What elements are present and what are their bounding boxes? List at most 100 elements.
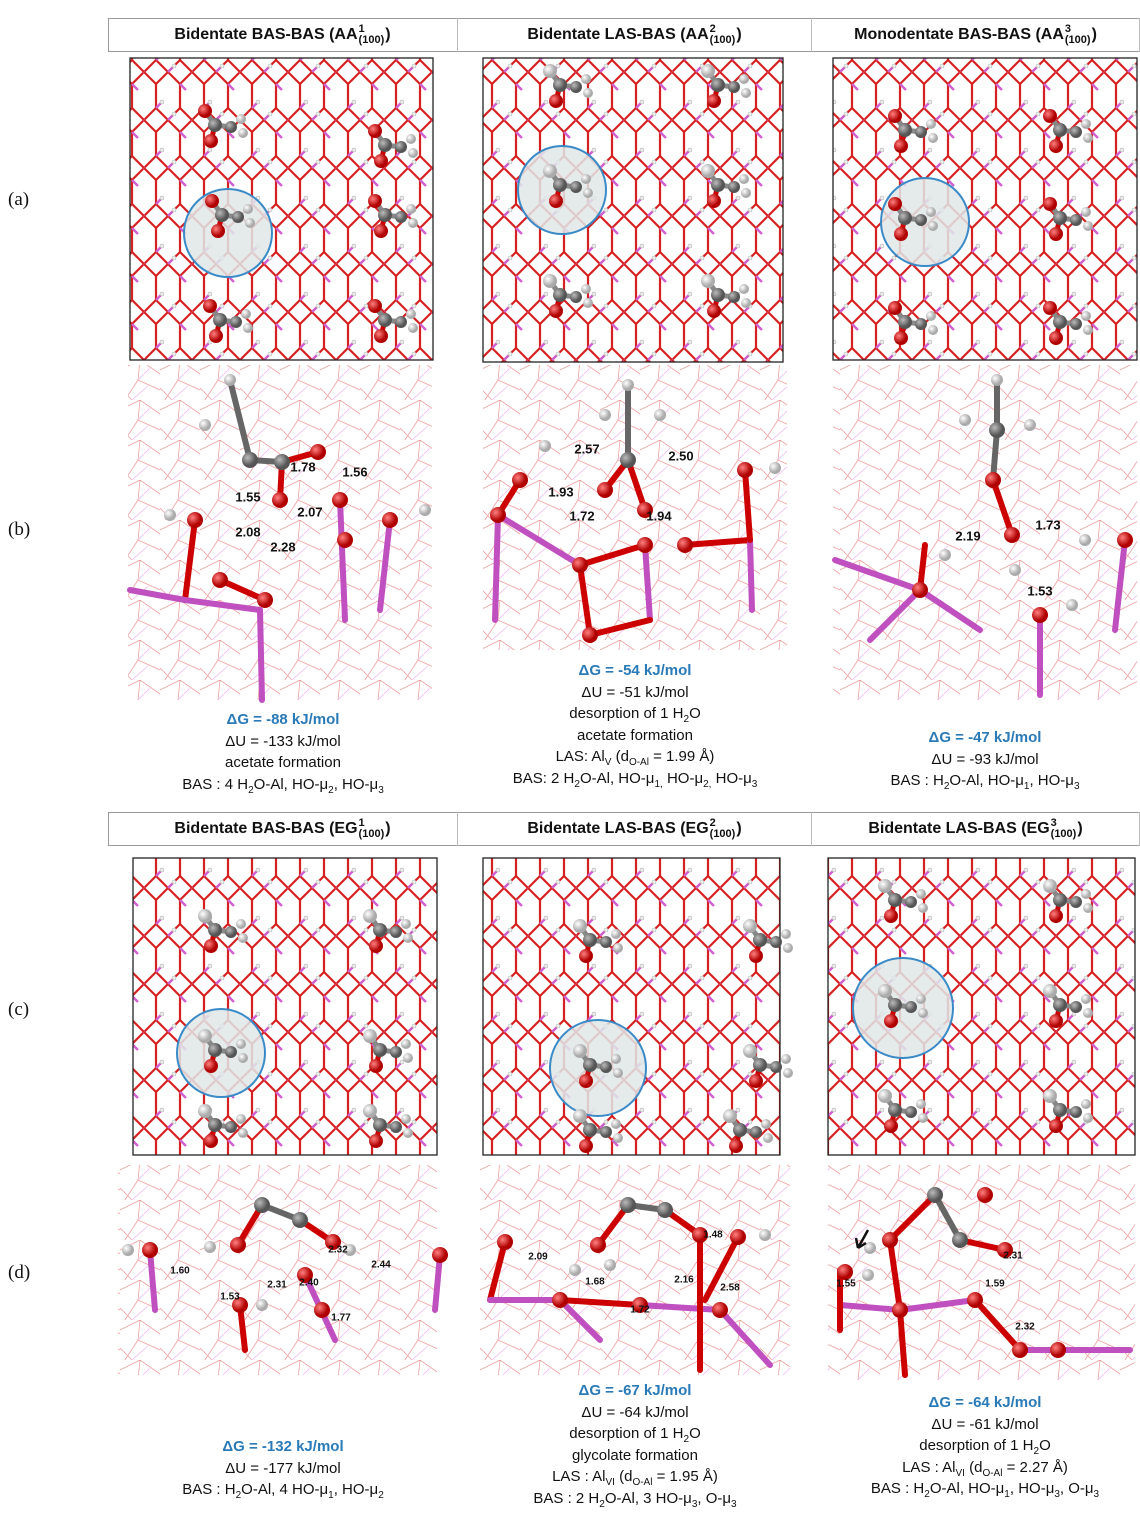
distance-label: 2.32	[1015, 1322, 1035, 1333]
atom	[888, 301, 902, 315]
atom	[1053, 211, 1067, 225]
caption-line: ΔG = -88 kJ/mol	[103, 709, 463, 731]
caption: ΔG = -88 kJ/molΔU = -133 kJ/molacetate f…	[103, 709, 463, 795]
atom	[395, 211, 407, 223]
atom	[243, 204, 253, 214]
atom	[1083, 133, 1093, 143]
distance-label: 1.72	[630, 1305, 650, 1316]
text: ΔU = -64 kJ/mol	[581, 1404, 688, 1421]
atom	[1081, 311, 1091, 321]
atom	[729, 1139, 743, 1153]
atom	[583, 188, 593, 198]
distance-label: 1.55	[235, 489, 260, 504]
atom	[225, 926, 237, 938]
atom	[274, 454, 290, 470]
atom	[369, 1059, 383, 1073]
text: = 1.95 Å)	[652, 1468, 717, 1485]
column-header: Monodentate BAS-BAS (AA3(100))	[812, 18, 1140, 52]
atom	[257, 592, 273, 608]
atom	[1070, 1001, 1082, 1013]
atom	[769, 462, 781, 474]
distance-label: 1.53	[1027, 583, 1052, 598]
atom	[770, 936, 782, 948]
atom	[905, 896, 917, 908]
atom	[741, 88, 751, 98]
distance-label: 2.19	[955, 528, 980, 543]
column-header: Bidentate LAS-BAS (EG3(100))	[812, 812, 1140, 846]
atom	[142, 1242, 158, 1258]
atom	[579, 1074, 593, 1088]
distance-label: 1.60	[170, 1266, 190, 1277]
atom	[1049, 227, 1063, 241]
atom	[543, 164, 557, 178]
text: LAS : Al	[902, 1459, 955, 1476]
atom	[1053, 998, 1067, 1012]
atom	[1049, 331, 1063, 345]
subscript: O-Al	[632, 1477, 652, 1488]
atom	[382, 512, 398, 528]
page: Adsorption configurations { "row_labels"…	[0, 0, 1140, 1513]
atom	[1024, 419, 1036, 431]
atom	[985, 472, 1001, 488]
atom	[1004, 527, 1020, 543]
bond	[260, 610, 262, 700]
atom	[915, 318, 927, 330]
atom	[1050, 1342, 1066, 1358]
sup-sub: 3(100)	[1051, 818, 1077, 840]
atom	[783, 1068, 793, 1078]
atom	[337, 532, 353, 548]
atom	[837, 1264, 853, 1280]
text: , HO-μ	[1010, 1480, 1054, 1497]
atom	[1083, 1008, 1093, 1018]
atom	[600, 1061, 612, 1073]
text: = 2.27 Å)	[1002, 1459, 1067, 1476]
atom	[373, 923, 387, 937]
atom	[363, 1104, 377, 1118]
subscript: (100)	[359, 35, 385, 46]
atom	[1043, 984, 1057, 998]
atom	[918, 1008, 928, 1018]
atom	[878, 1089, 892, 1103]
atom	[553, 78, 567, 92]
distance-label: 2.57	[574, 441, 599, 456]
distance-label: 2.31	[1003, 1251, 1023, 1262]
distance-label: 2.08	[235, 524, 260, 539]
atom	[1049, 139, 1063, 153]
atom	[926, 207, 936, 217]
atom	[1083, 903, 1093, 913]
text: O	[1039, 1437, 1051, 1454]
subscript: VI	[955, 1468, 964, 1479]
text: ΔG = -88 kJ/mol	[227, 711, 340, 728]
atom	[1049, 1014, 1063, 1028]
atom	[637, 537, 653, 553]
atom	[553, 178, 567, 192]
subscript: 3	[1074, 781, 1080, 792]
subscript: 1,	[654, 779, 662, 790]
distance-label: 1.56	[342, 464, 367, 479]
atom	[739, 74, 749, 84]
atom	[730, 1229, 746, 1245]
atom	[1070, 318, 1082, 330]
atom	[204, 939, 218, 953]
text: LAS: Al	[556, 748, 605, 765]
atom	[582, 627, 598, 643]
atom	[622, 379, 634, 391]
atom	[570, 181, 582, 193]
atom	[620, 1197, 636, 1213]
atom	[230, 316, 242, 328]
atom	[600, 1126, 612, 1138]
atom	[604, 1259, 616, 1271]
atom	[242, 452, 258, 468]
atom	[419, 504, 431, 516]
text: Bidentate BAS-BAS (AA	[174, 26, 357, 44]
atom	[928, 133, 938, 143]
atom	[232, 211, 244, 223]
atom	[432, 1247, 448, 1263]
atom	[374, 154, 388, 168]
atom	[991, 374, 1003, 386]
atom	[395, 316, 407, 328]
atom	[236, 919, 246, 929]
text: ΔG = -132 kJ/mol	[222, 1438, 343, 1455]
atom	[378, 208, 392, 222]
text: , HO-μ	[1029, 772, 1073, 789]
